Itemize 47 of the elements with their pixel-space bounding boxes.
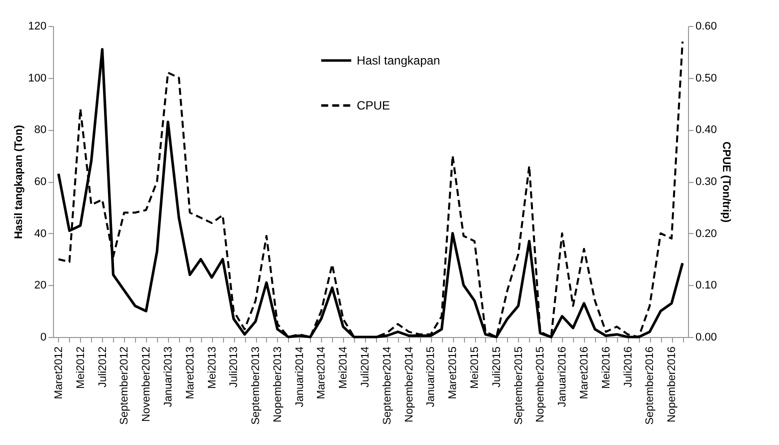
x-tick-label: Januari2013 [162, 346, 174, 408]
y-axis-title: Hasil tangkapan (Ton) [13, 124, 26, 240]
x-tick-label: Mei2015 [469, 346, 482, 389]
x-tick-label: Nopember2015 [534, 346, 547, 422]
y-tick-label: 0 [40, 332, 46, 344]
x-tick-label: Januari2015 [425, 346, 438, 408]
y-tick-label: 80 [34, 124, 46, 136]
x-tick-label: Nopember2013 [272, 346, 284, 422]
x-tick-label: Juli2012 [96, 346, 109, 388]
legend-label: CPUE [356, 98, 390, 112]
y-tick-label: 100 [28, 72, 46, 84]
x-tick-label: Maret2016 [578, 346, 590, 400]
y2-tick-label: 0.20 [696, 228, 717, 240]
x-tick-label: Nopember2014 [403, 346, 416, 422]
x-tick-label: September2013 [250, 346, 262, 425]
y2-axis-title: CPUE (Ton/trip) [720, 141, 732, 223]
y2-tick-label: 0.60 [696, 20, 717, 32]
x-tick-label: Nopember2016 [666, 346, 678, 422]
x-tick-label: Juli2014 [360, 346, 372, 388]
x-tick-label: September2012 [118, 346, 131, 425]
y2-tick-label: 0.50 [696, 72, 717, 84]
x-tick-label: Juli2013 [228, 346, 240, 388]
x-tick-label: September2014 [381, 346, 394, 425]
x-tick-label: Maret2013 [184, 346, 196, 400]
x-tick-label: Maret2014 [316, 346, 328, 400]
x-tick-label: Januari2016 [556, 346, 569, 408]
x-tick-label: Juli2016 [622, 346, 634, 388]
y2-tick-label: 0.10 [696, 280, 717, 292]
x-tick-label: November2012 [140, 346, 153, 422]
y2-tick-label: 0.30 [696, 176, 717, 188]
y2-tick-label: 0.00 [696, 332, 717, 344]
legend-label: Hasl tangkapan [356, 54, 440, 68]
y-tick-label: 40 [34, 228, 46, 240]
y-tick-label: 120 [28, 20, 46, 32]
x-tick-label: September2016 [644, 346, 656, 425]
x-tick-label: Januari2014 [294, 346, 306, 408]
y-tick-label: 60 [34, 176, 46, 188]
x-tick-label: Mei2014 [338, 346, 350, 389]
x-tick-label: Mei2013 [206, 346, 218, 389]
x-tick-label: Juli2015 [490, 346, 503, 388]
x-tick-label: Maret2015 [447, 346, 460, 400]
x-tick-label: Maret2012 [52, 346, 65, 400]
x-tick-label: Mei2012 [74, 346, 87, 389]
y-tick-label: 20 [34, 280, 46, 292]
x-tick-label: September2015 [512, 346, 525, 425]
x-tick-label: Mei2016 [600, 346, 612, 389]
y2-tick-label: 0.40 [696, 124, 717, 136]
